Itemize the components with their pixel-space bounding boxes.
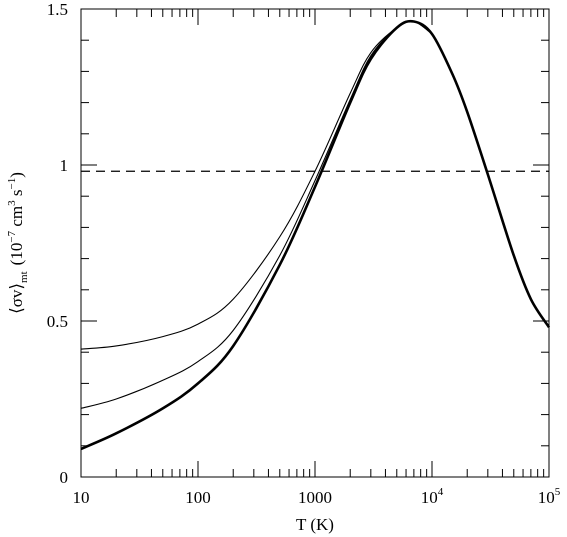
y-axis-label-unit-open: (10 (7, 243, 26, 266)
series-line-1 (80, 19, 551, 451)
y-tick-label: 0 (60, 468, 69, 487)
y-axis-label-exp1: −7 (6, 230, 18, 242)
plot-frame (80, 8, 550, 478)
y-axis-label-unit-close: ) (7, 172, 26, 178)
series-line-2 (80, 20, 433, 409)
x-tick-label: 104 (421, 486, 444, 507)
x-tick-label-exponent: 5 (555, 486, 561, 498)
series-line-3 (80, 20, 433, 350)
x-tick-label-base: 10 (421, 488, 438, 507)
tick-marks (80, 8, 549, 478)
y-axis-label-s: s (7, 190, 26, 201)
x-tick-label-base: 100 (185, 488, 211, 507)
y-axis-label-cm: cm (7, 206, 26, 231)
series-layer (80, 19, 551, 451)
x-tick-label: 100 (185, 488, 211, 507)
y-tick-labels: 0 0.5 1 1.5 (47, 0, 68, 487)
x-tick-label-exponent: 4 (438, 486, 444, 498)
x-tick-label-base: 1000 (298, 488, 332, 507)
x-tick-label-base: 10 (538, 488, 555, 507)
x-axis-label: T (K) (296, 515, 334, 534)
y-axis-label-exp2: 3 (6, 200, 18, 206)
x-tick-label: 105 (538, 486, 561, 507)
y-tick-label: 0.5 (47, 312, 68, 331)
y-axis-label-symbol: ⟨σv⟩ (7, 283, 26, 314)
y-axis-label-subscript: mt (18, 271, 30, 283)
x-tick-label-base: 10 (73, 488, 90, 507)
y-axis-label-exp3: −1 (6, 178, 18, 190)
y-tick-label: 1 (60, 156, 69, 175)
x-tick-label: 10 (73, 488, 90, 507)
y-axis-label: ⟨σv⟩mt (10−7 cm3 s−1) (6, 172, 30, 314)
x-tick-labels: 10 100 1000 104 105 (73, 486, 561, 507)
x-tick-label: 1000 (298, 488, 332, 507)
y-tick-label: 1.5 (47, 0, 68, 19)
